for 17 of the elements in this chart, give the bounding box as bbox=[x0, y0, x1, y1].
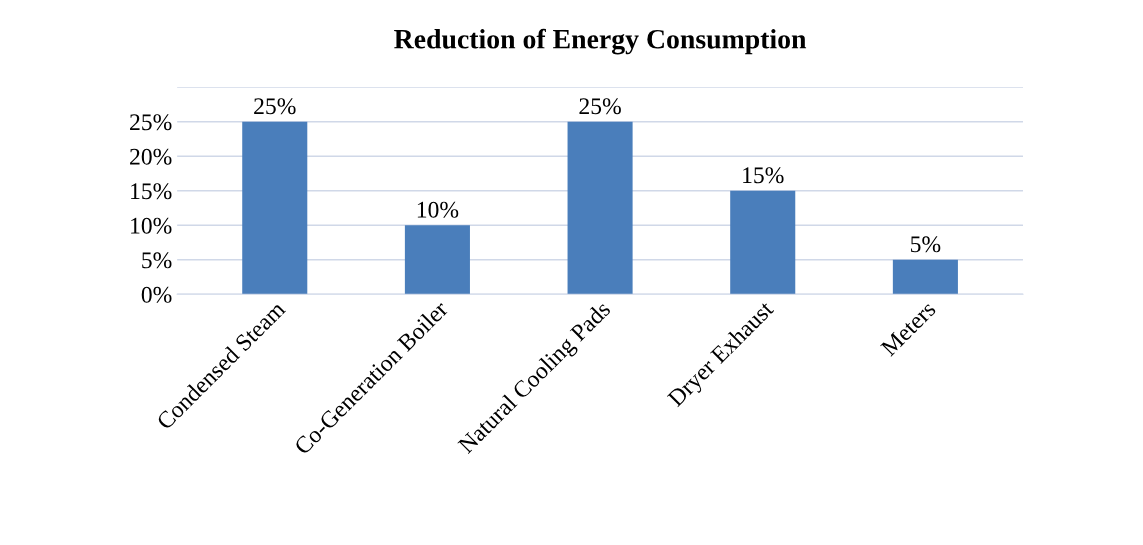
y-tick-label: 20% bbox=[130, 148, 172, 165]
y-tick-label: 25% bbox=[130, 114, 172, 131]
bar bbox=[404, 225, 470, 295]
data-label: 25% bbox=[579, 98, 621, 115]
bar bbox=[567, 121, 633, 295]
data-label: 10% bbox=[417, 201, 459, 218]
bar bbox=[242, 121, 308, 295]
data-label: 15% bbox=[743, 167, 784, 184]
y-tick-label: 0% bbox=[141, 286, 172, 303]
y-tick-label: 10% bbox=[131, 217, 172, 234]
y-tick-label: 5% bbox=[142, 252, 172, 269]
y-tick-label: 15% bbox=[131, 183, 172, 200]
bar bbox=[730, 190, 796, 295]
chart-title: Reduction of Energy Consumption bbox=[394, 28, 807, 55]
data-label: 25% bbox=[254, 98, 296, 115]
bar bbox=[892, 259, 958, 295]
data-label: 5% bbox=[911, 236, 941, 253]
